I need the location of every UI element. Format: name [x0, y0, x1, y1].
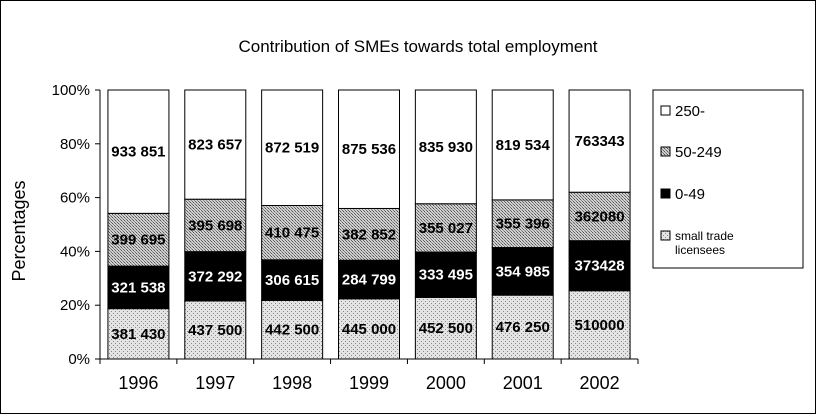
bar-segment — [107, 265, 170, 310]
bar-segment — [261, 204, 324, 261]
x-tick-label: 2001 — [503, 373, 543, 393]
chart-title: Contribution of SMEs towards total emplo… — [238, 37, 597, 56]
y-tick-label: 80% — [60, 136, 90, 153]
data-label: 823 657 — [188, 137, 242, 154]
legend-swatch — [660, 146, 671, 157]
bar-segment — [184, 300, 247, 360]
y-tick-label: 20% — [60, 297, 90, 314]
legend-swatch — [660, 188, 671, 199]
data-label: 306 615 — [265, 272, 319, 289]
legend-label: 250- — [675, 103, 705, 120]
data-label: 819 534 — [496, 137, 551, 154]
bar-segment — [107, 308, 170, 360]
bar-segment — [184, 89, 247, 200]
bar-segment — [261, 299, 324, 360]
bar-segment — [107, 212, 170, 267]
legend-swatch — [660, 105, 671, 116]
x-tick-label: 1996 — [118, 373, 158, 393]
y-axis-label: Percentages — [9, 180, 29, 281]
data-label: 476 250 — [496, 319, 550, 336]
bar-segment — [414, 89, 477, 205]
data-label: 395 698 — [188, 217, 242, 234]
data-label: 763343 — [575, 133, 625, 150]
bar-segment — [491, 294, 554, 360]
bar-segment — [107, 89, 170, 214]
data-label: 835 930 — [419, 139, 473, 156]
bar-segment — [338, 89, 400, 209]
data-label: 452 500 — [419, 320, 473, 337]
y-tick-label: 100% — [52, 82, 90, 99]
data-label: 321 538 — [111, 279, 165, 296]
data-label: 373428 — [575, 258, 625, 275]
bar-segment — [338, 259, 400, 300]
data-label: 933 851 — [111, 144, 165, 161]
data-label: 355 027 — [419, 220, 473, 237]
legend-swatch — [660, 230, 671, 241]
data-label: 284 799 — [342, 272, 396, 289]
data-label: 872 519 — [265, 140, 319, 157]
x-tick-label: 1999 — [349, 373, 389, 393]
data-label: 354 985 — [496, 263, 550, 280]
bar-segment — [491, 89, 554, 201]
bar-segment — [568, 89, 631, 193]
y-tick-label: 40% — [60, 243, 90, 260]
plot-area: 0% 20% 40% 60% 80% 100% 381 430 321 538 399 695 9… — [52, 82, 639, 393]
legend-label: small trade — [675, 229, 734, 243]
data-label: 445 000 — [342, 321, 396, 338]
bar-segment — [568, 240, 631, 292]
data-label: 399 695 — [111, 232, 165, 249]
data-label: 333 495 — [419, 267, 473, 284]
bar-segment — [184, 251, 247, 302]
data-label: 510000 — [575, 317, 625, 334]
bar-segment — [261, 89, 324, 206]
bar-segment — [491, 199, 554, 249]
x-tick-label: 1998 — [272, 373, 312, 393]
bar-segment — [338, 207, 400, 261]
data-label: 875 536 — [342, 141, 396, 158]
bar-segment — [414, 296, 477, 360]
bar-segment — [568, 290, 631, 360]
data-label: 437 500 — [188, 322, 242, 339]
x-tick-label: 1997 — [195, 373, 235, 393]
legend-label: licensees — [675, 243, 725, 257]
data-label: 362080 — [575, 208, 625, 225]
bar-segment — [338, 298, 400, 360]
x-tick-label: 2000 — [426, 373, 466, 393]
data-label: 442 500 — [265, 322, 319, 339]
legend-box — [652, 89, 804, 269]
data-label: 381 430 — [111, 326, 165, 343]
bar-segment — [414, 203, 477, 253]
y-tick-label: 60% — [60, 190, 90, 207]
data-label: 410 475 — [265, 225, 319, 242]
legend-label: 0-49 — [675, 186, 705, 203]
bar-segment — [261, 259, 324, 301]
x-tick-label: 2002 — [580, 373, 620, 393]
data-label: 372 292 — [188, 268, 242, 285]
legend-label: 50-249 — [675, 144, 722, 161]
y-tick-label: 0% — [68, 351, 90, 368]
data-label: 382 852 — [342, 226, 396, 243]
data-label: 355 396 — [496, 216, 550, 233]
